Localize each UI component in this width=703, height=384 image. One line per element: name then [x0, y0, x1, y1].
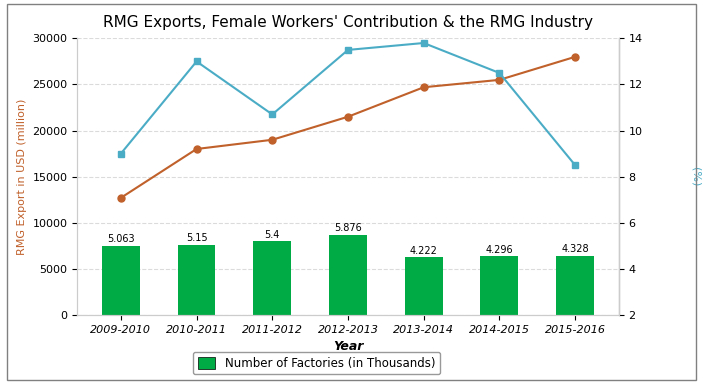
Y-axis label: RMG Export in USD (million): RMG Export in USD (million): [17, 98, 27, 255]
Bar: [405, 257, 443, 315]
Title: RMG Exports, Female Workers' Contribution & the RMG Industry: RMG Exports, Female Workers' Contributio…: [103, 15, 593, 30]
Bar: [480, 256, 518, 315]
Bar: [556, 256, 594, 315]
X-axis label: Year: Year: [333, 340, 363, 353]
Text: 5.876: 5.876: [334, 223, 362, 233]
Bar: [253, 241, 291, 315]
Bar: [329, 235, 367, 315]
Bar: [178, 245, 216, 315]
Legend: Number of Factories (in Thousands): Number of Factories (in Thousands): [193, 352, 440, 374]
Text: 4.296: 4.296: [486, 245, 513, 255]
Text: 4.328: 4.328: [561, 245, 589, 255]
Text: 4.222: 4.222: [410, 246, 438, 256]
Y-axis label: Female RMG workers Contribution to GDP
(%): Female RMG workers Contribution to GDP (…: [690, 61, 703, 293]
Text: 5.063: 5.063: [107, 235, 135, 245]
Bar: [102, 246, 140, 315]
Text: 5.15: 5.15: [186, 233, 207, 243]
Text: 5.4: 5.4: [264, 230, 280, 240]
